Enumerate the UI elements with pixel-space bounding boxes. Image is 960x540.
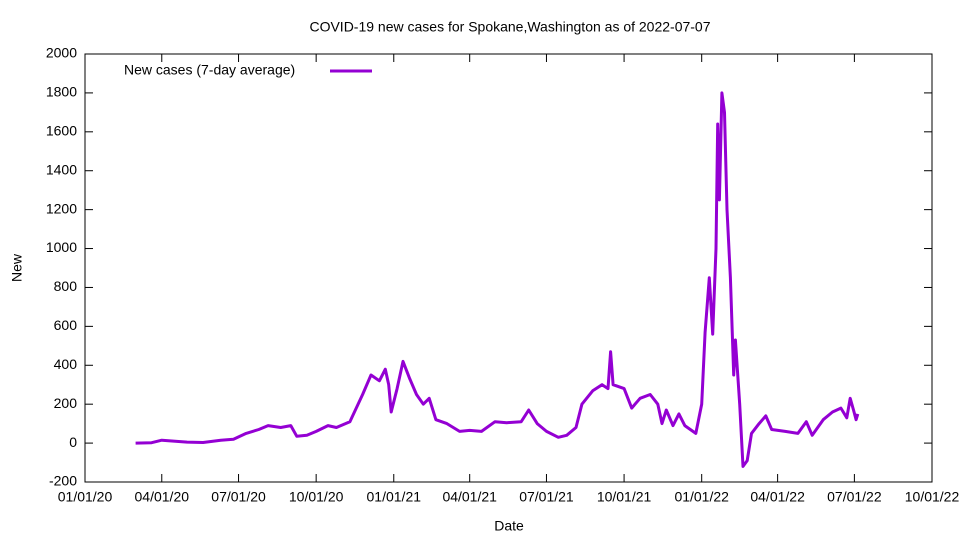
legend-label: New cases (7-day average) bbox=[124, 62, 295, 78]
chart-title: COVID-19 new cases for Spokane,Washingto… bbox=[309, 19, 710, 35]
y-tick-label: 1200 bbox=[46, 200, 77, 216]
x-tick-label: 04/01/22 bbox=[750, 489, 805, 505]
data-line bbox=[135, 91, 860, 468]
x-tick-label: 10/01/21 bbox=[597, 489, 652, 505]
x-tick-label: 07/01/22 bbox=[827, 489, 882, 505]
x-axis-label: Date bbox=[494, 518, 524, 534]
y-tick-label: 1400 bbox=[46, 161, 77, 177]
y-tick-label: 200 bbox=[54, 395, 78, 411]
y-tick-label: 0 bbox=[69, 434, 77, 450]
x-tick-label: 07/01/20 bbox=[211, 489, 266, 505]
x-tick-label: 10/01/22 bbox=[905, 489, 960, 505]
y-tick-label: 800 bbox=[54, 278, 78, 294]
y-tick-label: 1000 bbox=[46, 239, 77, 255]
x-tick-label: 07/01/21 bbox=[519, 489, 574, 505]
x-tick-label: 01/01/22 bbox=[674, 489, 729, 505]
x-tick-label: 01/01/21 bbox=[367, 489, 422, 505]
x-tick-label: 04/01/20 bbox=[135, 489, 190, 505]
x-tick-label: 10/01/20 bbox=[289, 489, 344, 505]
y-tick-label: -200 bbox=[49, 473, 77, 489]
y-tick-label: 600 bbox=[54, 317, 78, 333]
plot-frame bbox=[84, 53, 933, 483]
x-tick-label: 01/01/20 bbox=[58, 489, 113, 505]
y-tick-label: 1600 bbox=[46, 123, 77, 139]
y-axis-label: New bbox=[9, 253, 25, 282]
y-tick-label: 2000 bbox=[46, 45, 77, 61]
y-tick-label: 400 bbox=[54, 356, 78, 372]
y-tick-label: 1800 bbox=[46, 84, 77, 100]
x-tick-label: 04/01/21 bbox=[442, 489, 497, 505]
